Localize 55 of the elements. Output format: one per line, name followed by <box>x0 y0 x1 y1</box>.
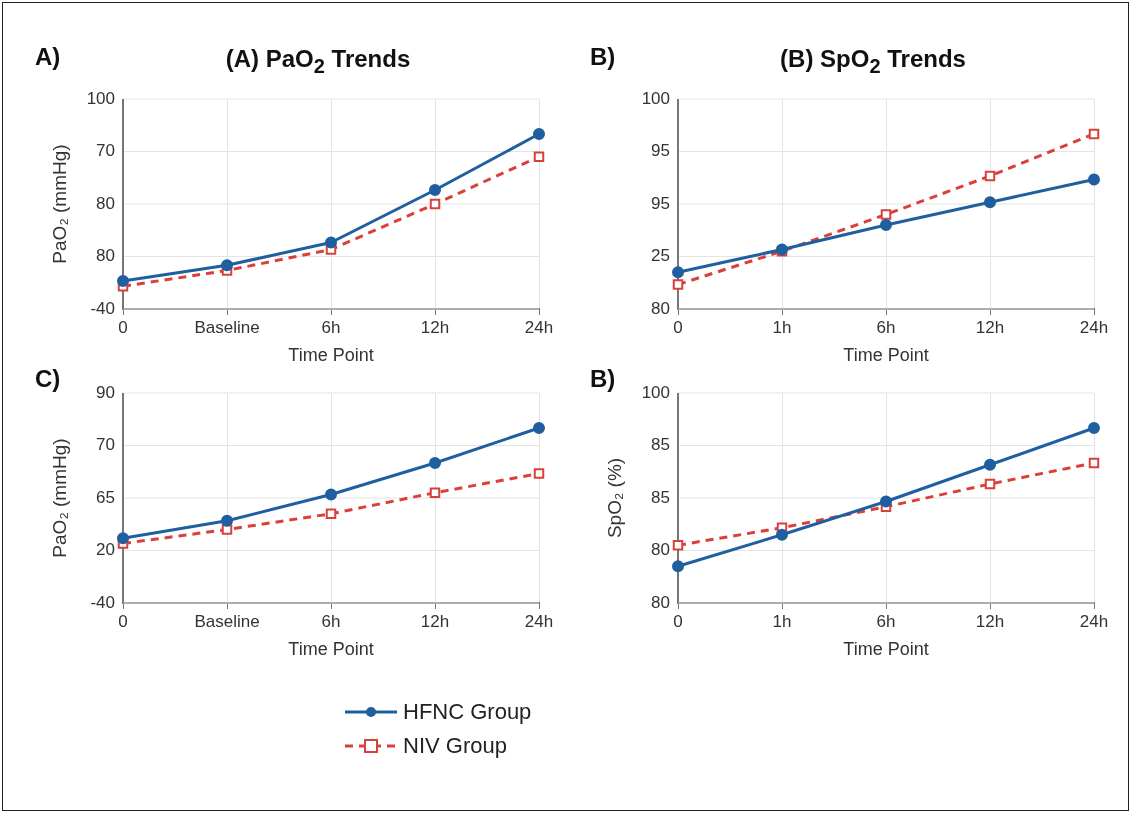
x-tick-label: Baseline <box>194 611 260 631</box>
chart-title: (A) PaO$_{2}$ Trends <box>224 45 412 78</box>
text: 100 <box>641 88 670 108</box>
x-tick-label: 6h <box>321 317 341 337</box>
text: C) <box>35 365 61 393</box>
text: 80 <box>651 592 670 612</box>
text: 70 <box>96 141 115 161</box>
x-tick-label: 12h <box>420 317 450 337</box>
x-tick-label: 12h <box>975 611 1005 631</box>
text: 80 <box>96 246 115 266</box>
text: A) <box>35 43 61 71</box>
x-tick-label: 1h <box>772 317 792 337</box>
x-tick-label: 12h <box>975 317 1005 337</box>
text: -40 <box>90 298 115 318</box>
x-tick-label: 0 <box>118 611 128 631</box>
x-tick-label: 6h <box>321 611 341 631</box>
text: 95 <box>651 141 670 161</box>
text: 100 <box>86 88 115 108</box>
x-tick-label: 12h <box>420 611 450 631</box>
text: 85 <box>651 487 670 507</box>
x-tick-label: 24h <box>1079 317 1109 337</box>
legend-label: NIV Group <box>403 733 507 759</box>
text: 90 <box>96 382 115 402</box>
x-tick-label: 24h <box>1079 611 1109 631</box>
x-tick-label: 6h <box>876 317 896 337</box>
text: B) <box>590 365 616 393</box>
y-axis-title: SpO₂ (%) <box>604 457 626 539</box>
text: 20 <box>96 540 115 560</box>
text: 80 <box>96 193 115 213</box>
x-axis-title: Time Point <box>288 639 374 660</box>
x-tick-label: 24h <box>524 317 554 337</box>
x-tick-label: 0 <box>673 317 683 337</box>
text: B) <box>590 43 616 71</box>
y-axis-title: PaO₂ (mmHg) <box>49 144 71 264</box>
text: 65 <box>96 487 115 507</box>
text: 95 <box>651 193 670 213</box>
x-tick-label: 0 <box>673 611 683 631</box>
x-axis-title: Time Point <box>843 345 929 366</box>
x-axis-title: Time Point <box>843 639 929 660</box>
text: 25 <box>651 246 670 266</box>
x-tick-label: Baseline <box>194 317 260 337</box>
chart-title: (B) SpO$_{2}$ Trends <box>779 45 967 78</box>
x-tick-label: 1h <box>772 611 792 631</box>
x-tick-label: 6h <box>876 611 896 631</box>
x-tick-label: 0 <box>118 317 128 337</box>
y-axis-title: PaO₂ (mmHg) <box>49 438 71 558</box>
text: 80 <box>651 298 670 318</box>
x-tick-label: 24h <box>524 611 554 631</box>
x-axis-title: Time Point <box>288 345 374 366</box>
text: 100 <box>641 382 670 402</box>
text: 70 <box>96 435 115 455</box>
text: 85 <box>651 435 670 455</box>
text: 80 <box>651 540 670 560</box>
legend-label: HFNC Group <box>403 699 532 725</box>
text: -40 <box>90 592 115 612</box>
